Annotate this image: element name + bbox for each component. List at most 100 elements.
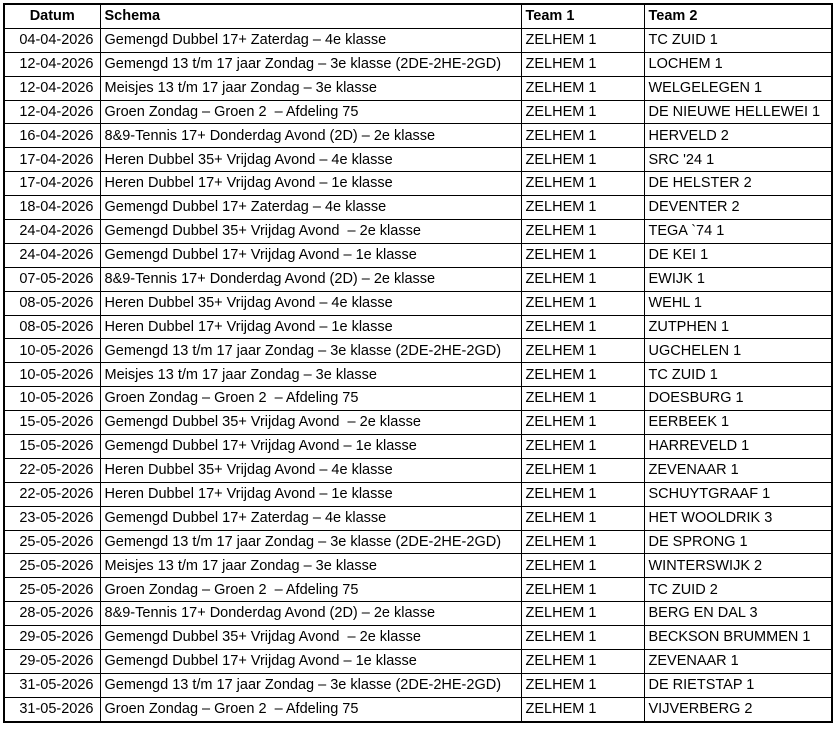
cell-team2: SRC '24 1 <box>643 147 833 173</box>
header-schema: Schema <box>99 3 522 29</box>
cell-team1: ZELHEM 1 <box>520 649 645 674</box>
cell-team2: DE NIEUWE HELLEWEI 1 <box>643 99 833 125</box>
cell-datum: 10-05-2026 <box>3 386 101 412</box>
cell-team2: EERBEEK 1 <box>643 410 833 436</box>
cell-schema: 8&9-Tennis 17+ Donderdag Avond (2D) – 2e… <box>99 601 522 627</box>
cell-team2: TEGA `74 1 <box>643 219 833 244</box>
cell-datum: 25-05-2026 <box>3 577 101 603</box>
cell-team1: ZELHEM 1 <box>520 672 645 698</box>
cell-team1: ZELHEM 1 <box>520 696 645 723</box>
cell-team2: BERG EN DAL 3 <box>643 601 833 627</box>
header-datum: Datum <box>3 3 101 29</box>
cell-datum: 22-05-2026 <box>3 457 101 483</box>
cell-schema: Gemengd Dubbel 17+ Vrijdag Avond – 1e kl… <box>99 242 522 268</box>
header-row: Datum Schema Team 1 Team 2 <box>3 3 833 29</box>
table-row: 12-04-2026 Meisjes 13 t/m 17 jaar Zondag … <box>3 75 833 101</box>
cell-team1: ZELHEM 1 <box>520 505 645 531</box>
cell-datum: 25-05-2026 <box>3 553 101 579</box>
cell-schema: Meisjes 13 t/m 17 jaar Zondag – 3e klass… <box>99 362 522 388</box>
cell-team2: UGCHELEN 1 <box>643 338 833 364</box>
table-row: 31-05-2026 Gemengd 13 t/m 17 jaar Zondag … <box>3 672 833 698</box>
cell-team1: ZELHEM 1 <box>520 529 645 555</box>
cell-team1: ZELHEM 1 <box>520 242 645 268</box>
cell-team2: VIJVERBERG 2 <box>643 696 833 723</box>
cell-datum: 12-04-2026 <box>3 99 101 125</box>
cell-team1: ZELHEM 1 <box>520 338 645 364</box>
cell-datum: 15-05-2026 <box>3 434 101 459</box>
cell-datum: 16-04-2026 <box>3 123 101 149</box>
table-row: 15-05-2026 Gemengd Dubbel 17+ Vrijdag Avo… <box>3 434 833 459</box>
cell-team2: DE KEI 1 <box>643 242 833 268</box>
cell-schema: Heren Dubbel 35+ Vrijdag Avond – 4e klas… <box>99 457 522 483</box>
cell-team2: LOCHEM 1 <box>643 51 833 77</box>
cell-team2: DEVENTER 2 <box>643 195 833 221</box>
cell-schema: Heren Dubbel 35+ Vrijdag Avond – 4e klas… <box>99 147 522 173</box>
cell-datum: 12-04-2026 <box>3 51 101 77</box>
cell-team2: DOESBURG 1 <box>643 386 833 412</box>
cell-datum: 07-05-2026 <box>3 266 101 292</box>
cell-team1: ZELHEM 1 <box>520 219 645 244</box>
cell-team1: ZELHEM 1 <box>520 266 645 292</box>
cell-datum: 12-04-2026 <box>3 75 101 101</box>
cell-schema: Meisjes 13 t/m 17 jaar Zondag – 3e klass… <box>99 553 522 579</box>
cell-team1: ZELHEM 1 <box>520 481 645 507</box>
header-team2: Team 2 <box>643 3 833 29</box>
cell-team1: ZELHEM 1 <box>520 410 645 436</box>
table-row: 23-05-2026 Gemengd Dubbel 17+ Zaterdag – … <box>3 505 833 531</box>
table-row: 22-05-2026 Heren Dubbel 35+ Vrijdag Avond… <box>3 457 833 483</box>
cell-schema: Gemengd 13 t/m 17 jaar Zondag – 3e klass… <box>99 529 522 555</box>
cell-schema: Heren Dubbel 17+ Vrijdag Avond – 1e klas… <box>99 481 522 507</box>
cell-datum: 25-05-2026 <box>3 529 101 555</box>
cell-schema: Gemengd Dubbel 17+ Zaterdag – 4e klasse <box>99 195 522 221</box>
cell-team2: TC ZUID 2 <box>643 577 833 603</box>
cell-team2: DE RIETSTAP 1 <box>643 672 833 698</box>
cell-schema: Meisjes 13 t/m 17 jaar Zondag – 3e klass… <box>99 75 522 101</box>
table-row: 12-04-2026 Groen Zondag – Groen 2 – Afdel… <box>3 99 833 125</box>
cell-datum: 24-04-2026 <box>3 219 101 244</box>
table-row: 08-05-2026 Heren Dubbel 17+ Vrijdag Avond… <box>3 314 833 340</box>
cell-team1: ZELHEM 1 <box>520 625 645 651</box>
cell-team2: HET WOOLDRIK 3 <box>643 505 833 531</box>
cell-team2: SCHUYTGRAAF 1 <box>643 481 833 507</box>
cell-schema: Groen Zondag – Groen 2 – Afdeling 75 <box>99 386 522 412</box>
table-row: 12-04-2026 Gemengd 13 t/m 17 jaar Zondag … <box>3 51 833 77</box>
cell-team1: ZELHEM 1 <box>520 75 645 101</box>
cell-team1: ZELHEM 1 <box>520 314 645 340</box>
cell-schema: Gemengd Dubbel 17+ Zaterdag – 4e klasse <box>99 27 522 53</box>
table-row: 31-05-2026 Groen Zondag – Groen 2 – Afdel… <box>3 696 833 723</box>
cell-team2: HARREVELD 1 <box>643 434 833 459</box>
table-row: 17-04-2026 Heren Dubbel 35+ Vrijdag Avond… <box>3 147 833 173</box>
cell-datum: 17-04-2026 <box>3 147 101 173</box>
table-row: 10-05-2026 Meisjes 13 t/m 17 jaar Zondag … <box>3 362 833 388</box>
cell-team1: ZELHEM 1 <box>520 434 645 459</box>
cell-schema: 8&9-Tennis 17+ Donderdag Avond (2D) – 2e… <box>99 123 522 149</box>
table-row: 29-05-2026 Gemengd Dubbel 17+ Vrijdag Avo… <box>3 649 833 674</box>
cell-schema: Heren Dubbel 17+ Vrijdag Avond – 1e klas… <box>99 171 522 197</box>
cell-datum: 31-05-2026 <box>3 696 101 723</box>
cell-team2: WELGELEGEN 1 <box>643 75 833 101</box>
cell-team1: ZELHEM 1 <box>520 362 645 388</box>
cell-team2: WEHL 1 <box>643 290 833 316</box>
cell-team1: ZELHEM 1 <box>520 99 645 125</box>
schedule-table-body: 04-04-2026 Gemengd Dubbel 17+ Zaterdag – … <box>3 27 833 723</box>
table-row: 15-05-2026 Gemengd Dubbel 35+ Vrijdag Avo… <box>3 410 833 436</box>
cell-datum: 23-05-2026 <box>3 505 101 531</box>
table-row: 10-05-2026 Groen Zondag – Groen 2 – Afdel… <box>3 386 833 412</box>
cell-datum: 24-04-2026 <box>3 242 101 268</box>
cell-team1: ZELHEM 1 <box>520 27 645 53</box>
cell-schema: Groen Zondag – Groen 2 – Afdeling 75 <box>99 99 522 125</box>
table-row: 22-05-2026 Heren Dubbel 17+ Vrijdag Avond… <box>3 481 833 507</box>
cell-datum: 28-05-2026 <box>3 601 101 627</box>
table-row: 25-05-2026 Groen Zondag – Groen 2 – Afdel… <box>3 577 833 603</box>
cell-team2: TC ZUID 1 <box>643 27 833 53</box>
cell-datum: 31-05-2026 <box>3 672 101 698</box>
cell-schema: 8&9-Tennis 17+ Donderdag Avond (2D) – 2e… <box>99 266 522 292</box>
cell-team1: ZELHEM 1 <box>520 171 645 197</box>
cell-datum: 04-04-2026 <box>3 27 101 53</box>
table-row: 10-05-2026 Gemengd 13 t/m 17 jaar Zondag … <box>3 338 833 364</box>
cell-datum: 29-05-2026 <box>3 625 101 651</box>
cell-team1: ZELHEM 1 <box>520 553 645 579</box>
cell-team2: ZUTPHEN 1 <box>643 314 833 340</box>
cell-schema: Gemengd Dubbel 17+ Vrijdag Avond – 1e kl… <box>99 434 522 459</box>
table-row: 18-04-2026 Gemengd Dubbel 17+ Zaterdag – … <box>3 195 833 221</box>
